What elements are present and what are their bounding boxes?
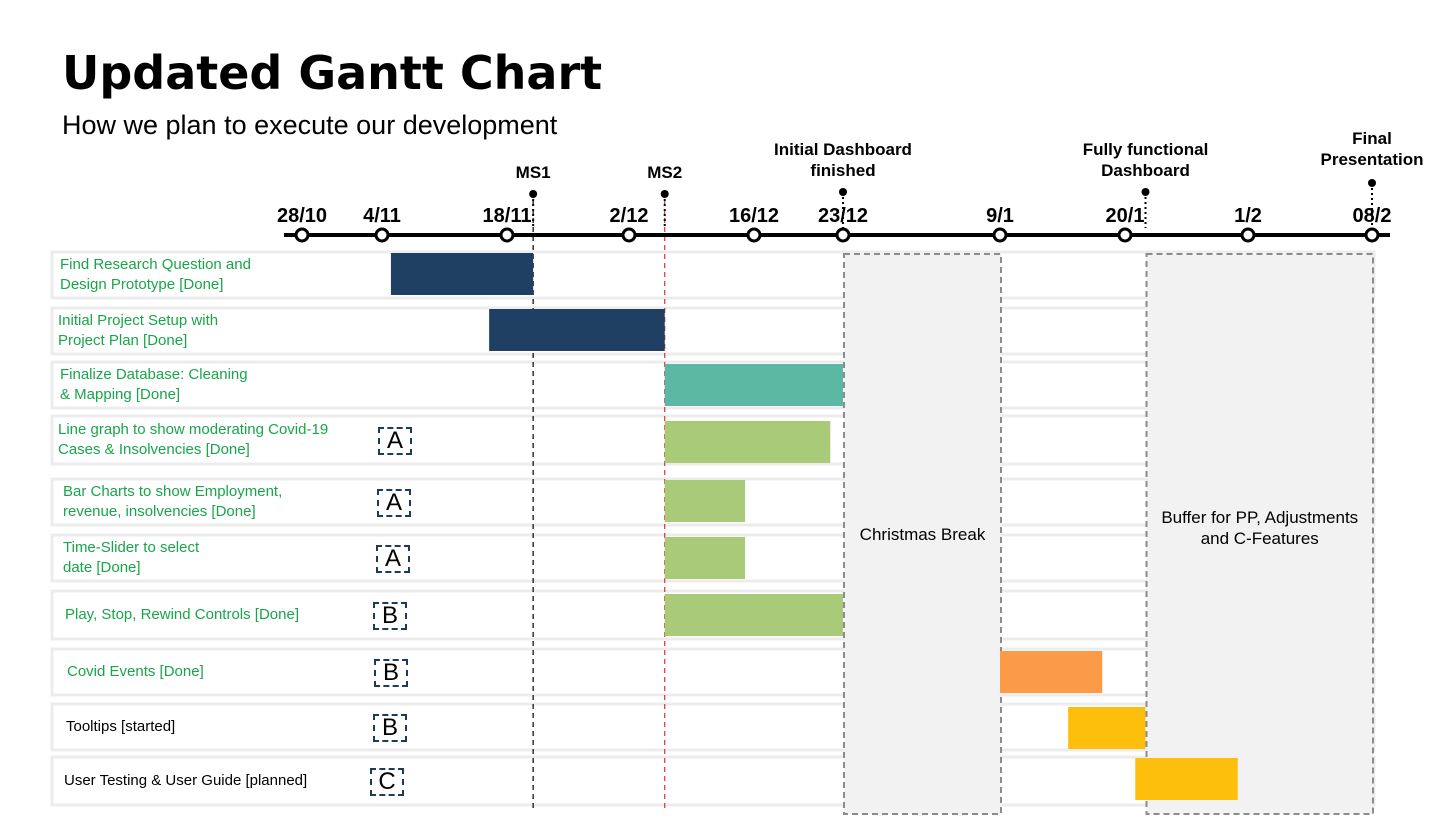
region-label: Christmas Break: [844, 524, 1001, 545]
tick-label: 16/12: [729, 205, 779, 227]
task-label-line: Finalize Database: Cleaning: [60, 366, 248, 383]
task-bar: [1135, 758, 1238, 800]
priority-badge: C: [370, 768, 404, 796]
priority-badge: B: [373, 602, 407, 630]
task-label-line: Time-Slider to select: [63, 539, 200, 556]
task-bar: [664, 421, 831, 463]
milestone-label: Fully functional: [1083, 140, 1209, 159]
tick-label: 20/1: [1106, 205, 1145, 227]
milestone-label: Presentation: [1321, 150, 1424, 169]
region-box: [843, 253, 1002, 815]
task-bar: [664, 594, 843, 636]
timeline-tick-marker: [835, 227, 851, 243]
task-label-line: Tooltips [started]: [66, 718, 176, 735]
task-label-line: Project Plan [Done]: [58, 332, 188, 349]
tick-label: 08/2: [1353, 205, 1392, 227]
task-label-line: Find Research Question and: [60, 256, 251, 273]
task-bar: [664, 480, 746, 522]
milestone-label: Initial Dashboard: [774, 140, 912, 159]
timeline-tick-marker: [374, 227, 390, 243]
timeline-tick-marker: [992, 227, 1008, 243]
task-label: Time-Slider to select date [Done]: [63, 538, 199, 578]
task-label-line: Cases & Insolvencies [Done]: [58, 441, 250, 458]
task-label: Initial Project Setup with Project Plan […: [58, 311, 218, 351]
timeline-tick-marker: [746, 227, 762, 243]
priority-badge: B: [374, 659, 408, 687]
task-bar: [1068, 707, 1146, 749]
task-label: Line graph to show moderating Covid-19 Ca…: [58, 420, 328, 460]
task-label-line: & Mapping [Done]: [60, 386, 181, 403]
priority-badge: A: [376, 545, 410, 573]
task-label: Play, Stop, Rewind Controls [Done]: [65, 605, 299, 625]
task-label-line: Line graph to show moderating Covid-19: [58, 421, 329, 438]
milestone-label: Dashboard: [1101, 161, 1190, 180]
task-label-line: Design Prototype [Done]: [60, 276, 224, 293]
priority-badge: B: [373, 714, 407, 742]
task-bar: [390, 253, 534, 295]
tick-label: 2/12: [610, 205, 649, 227]
task-label: Find Research Question and Design Prototy…: [60, 255, 251, 295]
timeline-tick-marker: [499, 227, 515, 243]
timeline-tick-marker: [294, 227, 310, 243]
task-label-line: Initial Project Setup with: [58, 312, 219, 329]
task-label: Tooltips [started]: [66, 717, 175, 737]
tick-label: 28/10: [277, 205, 327, 227]
chart-title: Updated Gantt Chart: [62, 46, 603, 100]
timeline-tick-marker: [1364, 227, 1380, 243]
priority-badge: A: [378, 427, 412, 455]
chart-subtitle: How we plan to execute our development: [62, 110, 558, 140]
region-label-line: Christmas Break: [859, 525, 986, 544]
tick-label: 4/11: [363, 205, 401, 227]
tick-label: 18/11: [483, 205, 532, 227]
task-bar: [489, 309, 665, 351]
task-label-line: date [Done]: [63, 559, 141, 576]
task-label-line: Covid Events [Done]: [67, 663, 204, 680]
task-bar: [1000, 651, 1103, 693]
region-box: [1145, 253, 1374, 815]
timeline-tick-marker: [1117, 227, 1133, 243]
task-label: User Testing & User Guide [planned]: [64, 771, 307, 791]
milestone-label: finished: [810, 161, 875, 180]
milestone-label: MS2: [647, 163, 682, 182]
task-bar: [664, 364, 843, 406]
tick-label: 9/1: [986, 205, 1014, 227]
milestone-label: Final: [1352, 129, 1392, 148]
task-bar: [664, 537, 746, 579]
task-label-line: Play, Stop, Rewind Controls [Done]: [65, 606, 300, 623]
timeline-tick-marker: [1240, 227, 1256, 243]
region-label-line: and C-Features: [1200, 529, 1319, 548]
tick-label: 23/12: [818, 205, 868, 227]
task-label: Covid Events [Done]: [67, 662, 204, 682]
task-label: Bar Charts to show Employment, revenue, i…: [63, 482, 282, 522]
task-label: Finalize Database: Cleaning & Mapping [Do…: [60, 365, 248, 405]
region-label: Buffer for PP, Adjustments and C-Features: [1147, 507, 1374, 549]
priority-badge: A: [377, 489, 411, 517]
region-label-line: Buffer for PP, Adjustments: [1161, 508, 1359, 527]
task-label-line: User Testing & User Guide [planned]: [64, 772, 308, 789]
task-label-line: revenue, insolvencies [Done]: [63, 503, 256, 520]
milestone-label: MS1: [516, 163, 551, 182]
task-label-line: Bar Charts to show Employment,: [63, 483, 283, 500]
tick-label: 1/2: [1234, 205, 1262, 227]
timeline-tick-marker: [621, 227, 637, 243]
